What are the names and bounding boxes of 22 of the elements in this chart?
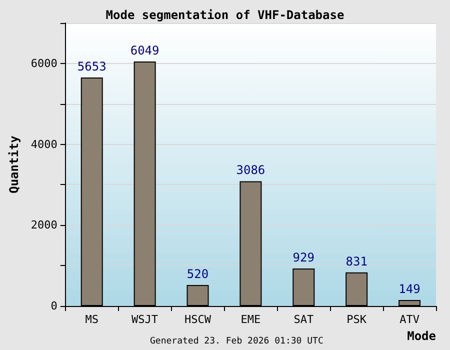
y-tick-label: 2000 bbox=[30, 218, 58, 232]
data-label: 831 bbox=[346, 254, 368, 268]
data-label: 3086 bbox=[236, 163, 266, 178]
x-tick-label: SAT bbox=[294, 313, 314, 326]
data-label: 5653 bbox=[77, 59, 106, 74]
y-tick-label: 0 bbox=[50, 300, 58, 312]
x-tick-label: HSCW bbox=[184, 313, 212, 326]
data-label: 149 bbox=[398, 282, 420, 296]
y-tick-label: 6000 bbox=[30, 56, 58, 70]
x-tick-label: WSJT bbox=[132, 313, 158, 326]
x-tick-label: ATV bbox=[400, 313, 420, 326]
x-tick-label: EME bbox=[240, 313, 261, 326]
text: Generated 23. Feb 2026 01:30 UTC bbox=[150, 336, 324, 346]
chart-title: Mode segmentation of VHF-Database bbox=[106, 8, 344, 22]
data-label: 6049 bbox=[130, 43, 160, 58]
x-tick-label: PSK bbox=[346, 313, 367, 326]
y-tick-label: 4000 bbox=[30, 138, 58, 151]
x-tick-label: MS bbox=[85, 313, 98, 326]
data-label: 929 bbox=[292, 250, 314, 264]
x-axis-title: Mode bbox=[407, 329, 436, 343]
data-label: 520 bbox=[186, 266, 209, 281]
y-axis-title: Quantity bbox=[7, 136, 21, 194]
